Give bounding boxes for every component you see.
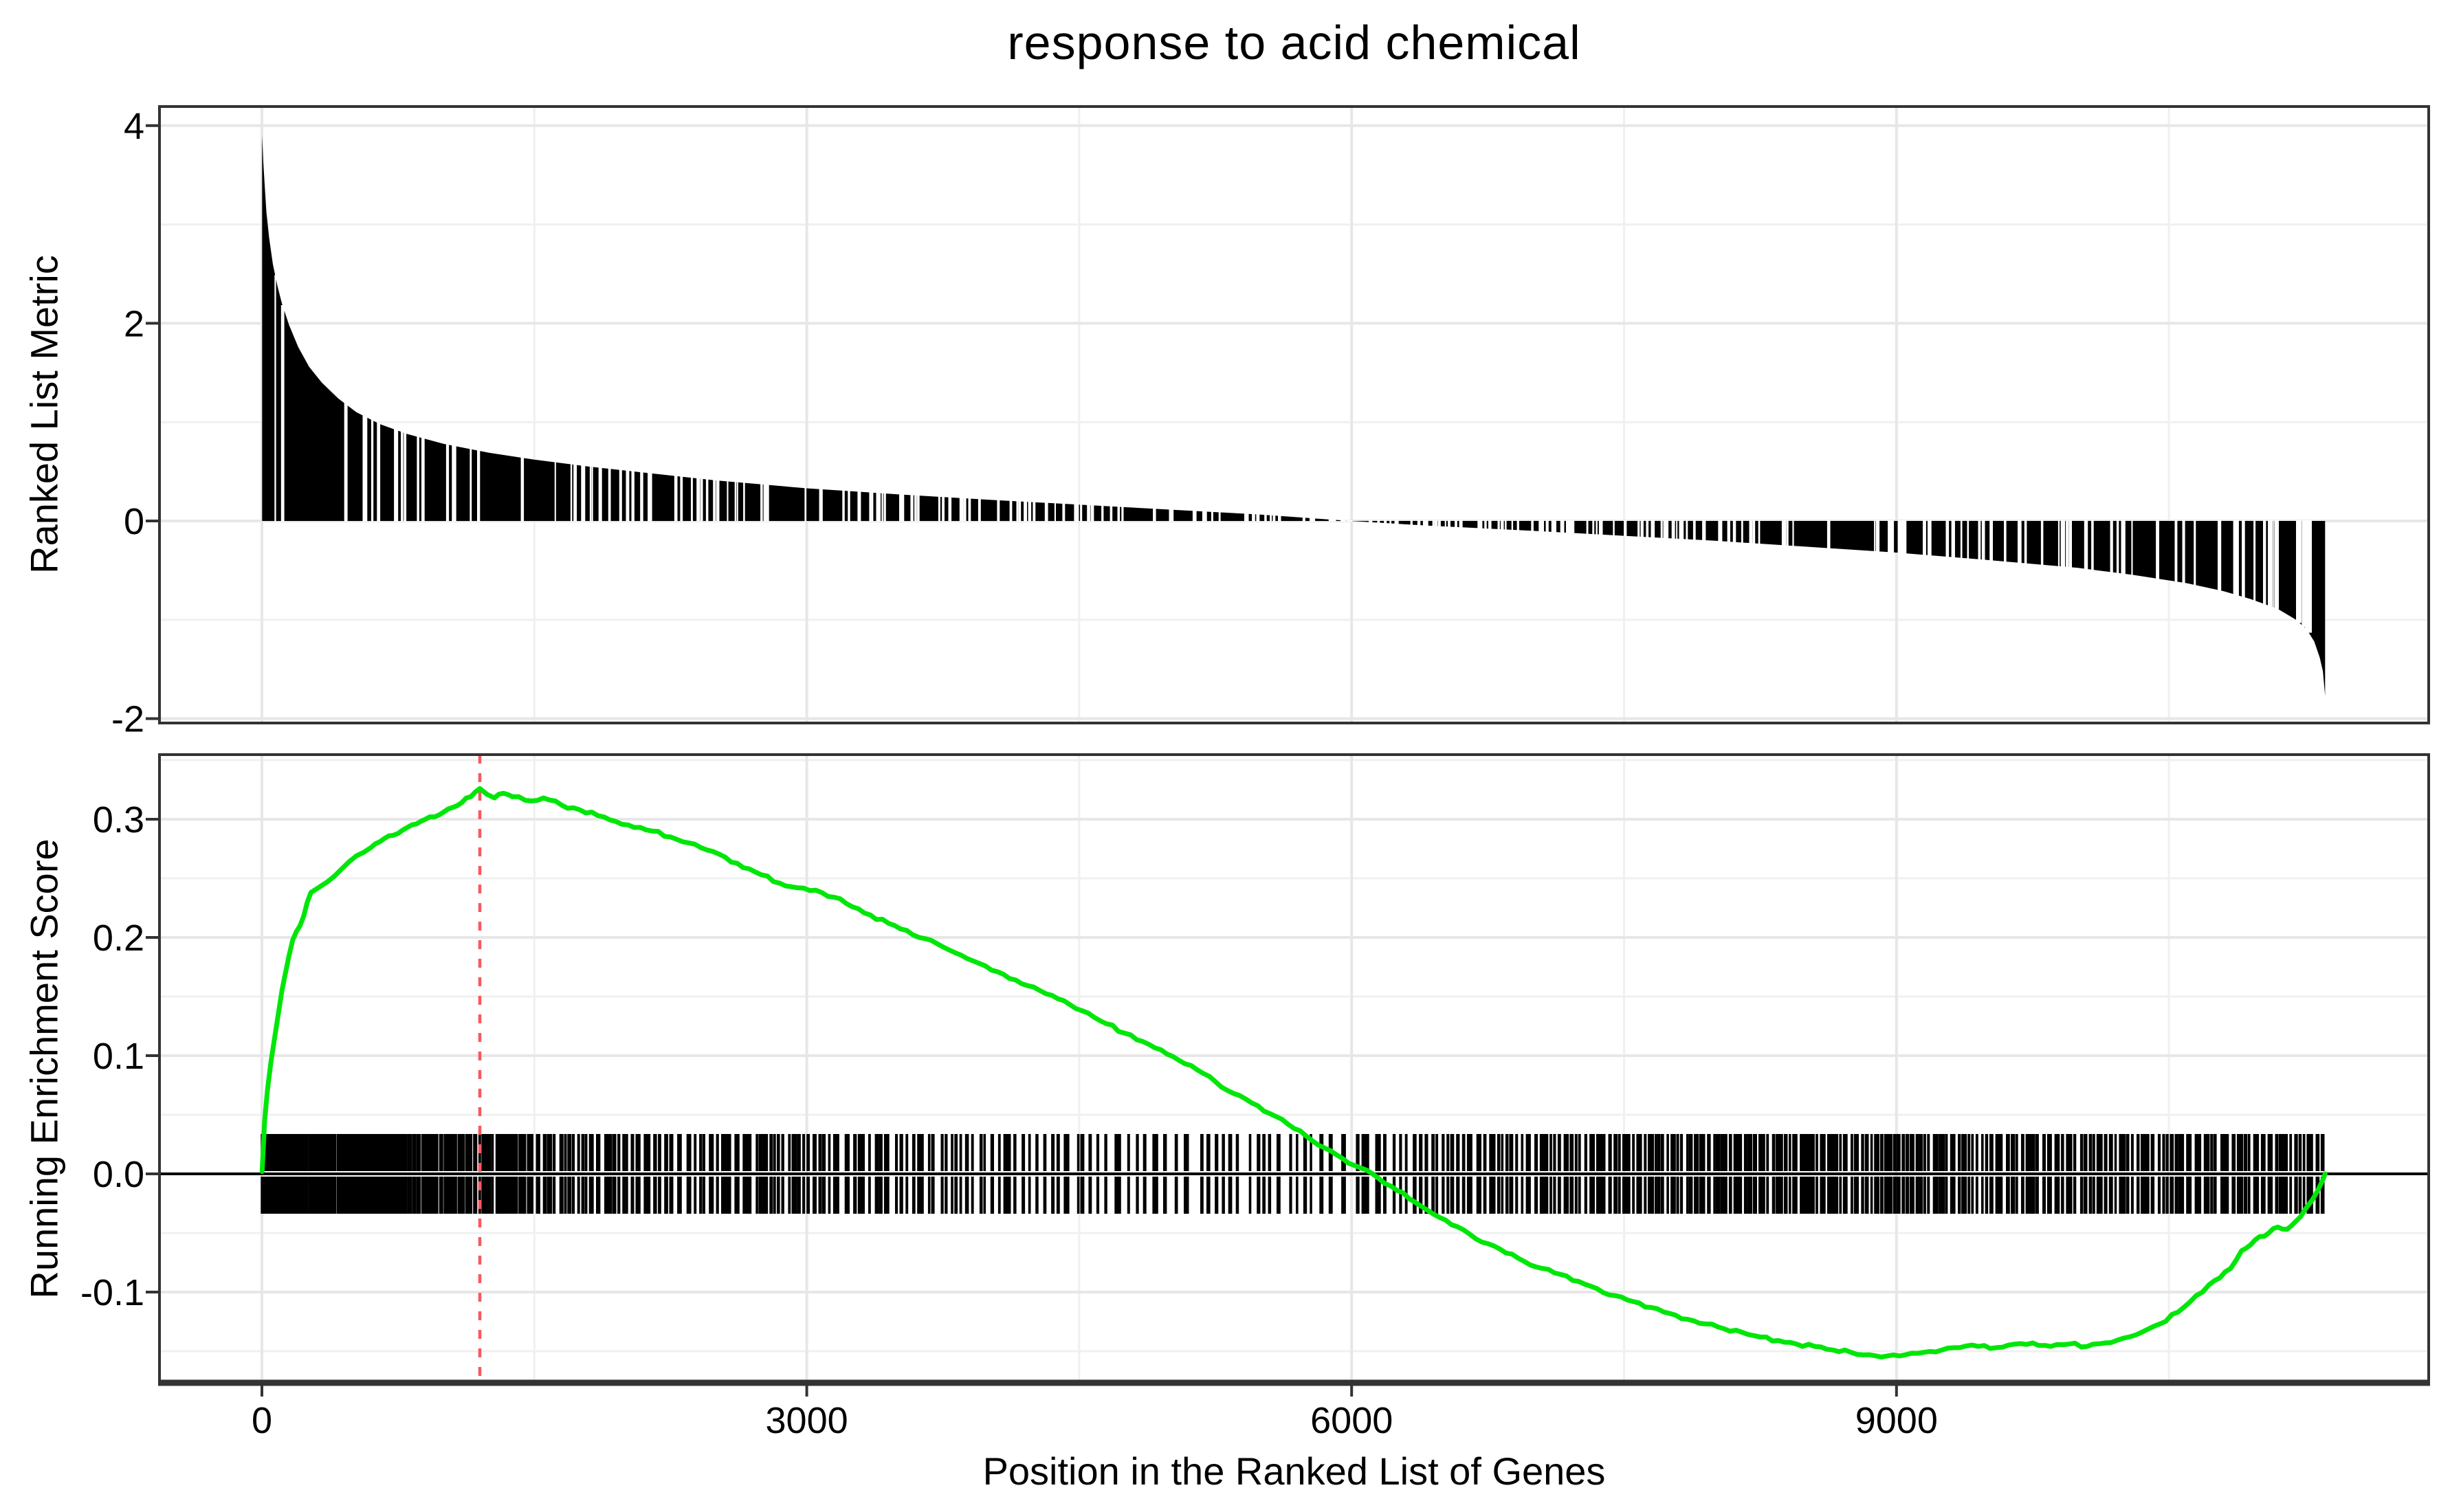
axis-ticks-and-labels: 0 3000 6000 9000 4 2 0 -2 0.3 0.2 0.1 0.0 -0.1 bbox=[80, 106, 1938, 1441]
x-tick-label: 6000 bbox=[1310, 1400, 1393, 1441]
y-tick-label-metric: 0 bbox=[124, 501, 144, 542]
y-tick-label-es: 0.1 bbox=[93, 1036, 144, 1077]
y-axis-title-ranked-list-metric: Ranked List Metric bbox=[22, 255, 66, 574]
y-tick-label-es: 0.0 bbox=[93, 1154, 144, 1195]
x-axis-title: Position in the Ranked List of Genes bbox=[982, 1449, 1606, 1493]
panel1-border bbox=[158, 105, 2430, 724]
y-tick-label-es: 0.3 bbox=[93, 799, 144, 841]
y-axis-title-running-enrichment-score: Running Enrichment Score bbox=[22, 838, 66, 1299]
y-tick-label-es: -0.1 bbox=[80, 1272, 144, 1313]
plot-title: response to acid chemical bbox=[1007, 16, 1581, 69]
metric-striations bbox=[274, 275, 2312, 633]
y-tick-label-metric: -2 bbox=[111, 699, 144, 740]
y-tick-label-metric: 2 bbox=[124, 303, 144, 344]
x-tick-label: 9000 bbox=[1855, 1400, 1938, 1441]
x-tick-label: 3000 bbox=[766, 1400, 848, 1441]
x-tick-label: 0 bbox=[252, 1400, 272, 1441]
gene-set-ticks bbox=[261, 1134, 2325, 1214]
y-tick-label-es: 0.2 bbox=[93, 918, 144, 959]
es-curve bbox=[259, 786, 2328, 1360]
y-tick-label-metric: 4 bbox=[124, 106, 144, 147]
